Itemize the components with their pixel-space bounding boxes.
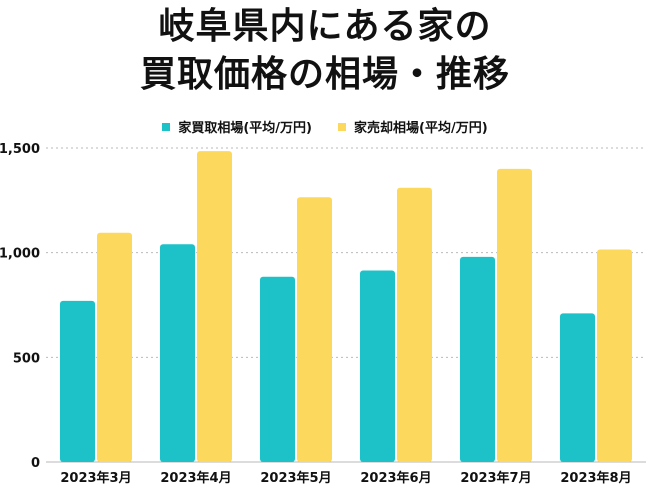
y-tick-label: 1,500 [0,142,40,157]
legend-item-sell: 家売却相場(平均/万円) [338,117,488,136]
bar-series1 [260,276,295,462]
x-tick-label: 2023年8月 [560,470,631,486]
chart-title-line1: 岐阜県内にある家の [158,6,492,47]
x-tick-label: 2023年5月 [260,470,331,486]
legend-label-buy: 家買取相場(平均/万円) [178,121,312,136]
legend-label-sell: 家売却相場(平均/万円) [354,121,488,136]
legend-item-buy: 家買取相場(平均/万円) [162,117,312,136]
bar-series1 [360,270,395,462]
bar-series2 [197,151,232,462]
bar-series2 [97,232,132,462]
legend-swatch-sell [338,122,346,131]
bar-series2 [497,168,532,462]
bar-series1 [560,313,595,462]
x-tick-label: 2023年3月 [60,470,131,486]
y-tick-label: 500 [13,351,40,366]
bar-series2 [597,249,632,462]
x-tick-label: 2023年6月 [360,470,431,486]
legend: 家買取相場(平均/万円) 家売却相場(平均/万円) [0,117,650,136]
chart-title-line2: 買取価格の相場・推移 [139,54,510,95]
bar-series2 [397,187,432,463]
bar-series1 [160,244,195,462]
bar-series1 [60,300,95,462]
y-tick-label: 1,000 [0,247,40,262]
bar-series2 [297,197,332,462]
x-tick-label: 2023年7月 [460,470,531,486]
y-tick-label: 0 [31,456,40,471]
legend-swatch-buy [162,122,171,131]
bar-series1 [460,256,495,462]
x-tick-label: 2023年4月 [160,470,231,486]
